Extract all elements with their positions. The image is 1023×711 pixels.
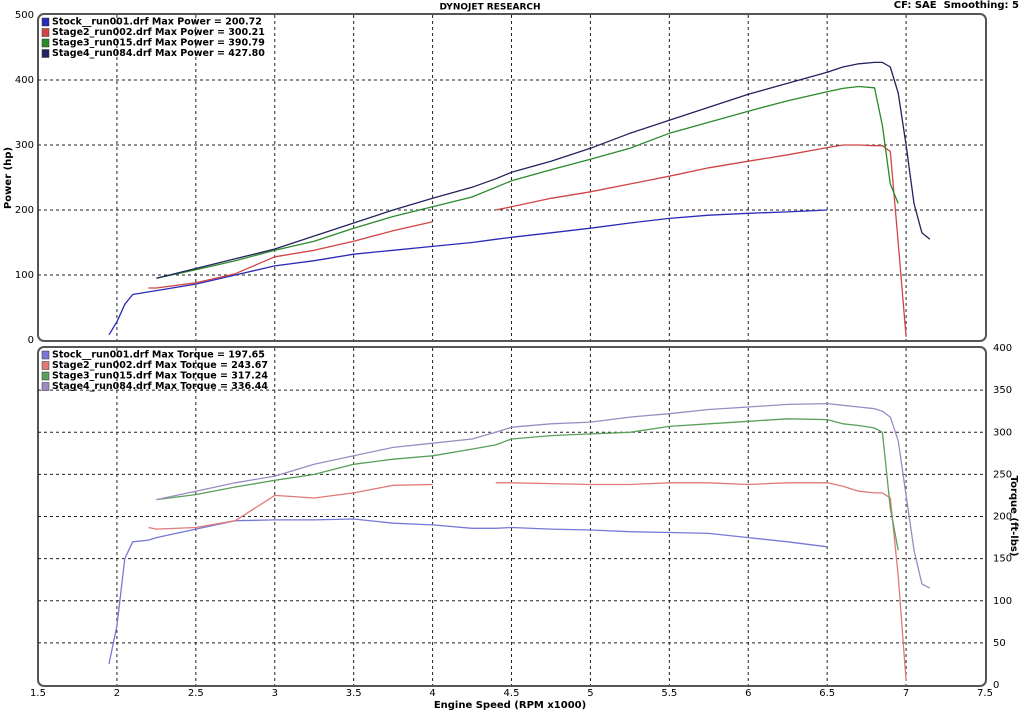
y-axis-label: Power (hp) <box>3 147 14 209</box>
legend-label: Stage4_run084.drf Max Torque = 336.44 <box>52 381 268 392</box>
x-tick-label: 4.5 <box>504 688 520 699</box>
y-tick-label: 400 <box>993 343 1012 354</box>
y-axis-label: Torque (ft-lbs) <box>1008 476 1019 557</box>
y-tick-label: 0 <box>993 680 999 691</box>
legend-swatch <box>41 28 50 37</box>
x-tick-label: 5 <box>587 688 593 699</box>
settings-note: CF: SAE Smoothing: 5 <box>894 0 1019 11</box>
y-tick-label: 100 <box>15 270 34 281</box>
y-tick-label: 350 <box>993 385 1012 396</box>
y-tick-label: 200 <box>993 512 1012 523</box>
legend-label: Stage4_run084.drf Max Power = 427.80 <box>52 48 265 59</box>
power-line <box>108 209 828 336</box>
x-tick-label: 7 <box>903 688 909 699</box>
legend-swatch <box>41 38 50 48</box>
y-tick-label: 500 <box>15 10 34 21</box>
x-tick-label: 5.5 <box>661 688 677 699</box>
y-tick-label: 50 <box>993 638 1006 649</box>
y-tick-label: 250 <box>993 469 1012 480</box>
power-line <box>148 482 907 681</box>
x-tick-label: 2 <box>114 688 120 699</box>
legend-label: Stage3_run015.drf Max Torque = 317.24 <box>52 371 268 382</box>
legend-swatch <box>41 350 50 360</box>
legend-label: Stock__run001.drf Max Power = 200.72 <box>52 17 262 28</box>
x-tick-label: 4 <box>429 688 435 699</box>
y-tick-label: 300 <box>15 140 34 151</box>
x-axis-label: Engine Speed (RPM x1000) <box>434 700 586 711</box>
power-line <box>156 418 899 551</box>
y-tick-label: 150 <box>993 554 1012 565</box>
legend-swatch <box>41 361 50 370</box>
x-tick-label: 2.5 <box>188 688 204 699</box>
y-tick-label: 400 <box>15 75 34 86</box>
power-line <box>156 402 931 589</box>
x-tick-label: 6.5 <box>819 688 835 699</box>
power-line <box>156 61 931 279</box>
chart-title: DYNOJET RESEARCH <box>439 3 540 13</box>
legend-swatch <box>41 17 50 27</box>
power-line <box>108 518 828 665</box>
legend-label: Stage3_run015.drf Max Power = 390.79 <box>52 38 265 49</box>
legend-swatch <box>41 49 50 58</box>
x-tick-label: 6 <box>745 688 751 699</box>
y-tick-label: 100 <box>993 596 1012 607</box>
legend-swatch <box>41 371 50 381</box>
y-tick-label: 200 <box>15 205 34 216</box>
x-tick-label: 1.5 <box>30 688 46 699</box>
y-tick-label: 0 <box>28 335 34 346</box>
legend-swatch <box>41 382 50 391</box>
x-tick-label: 3.5 <box>346 688 362 699</box>
y-tick-label: 300 <box>993 427 1012 438</box>
x-tick-label: 7.5 <box>977 688 993 699</box>
legend-label: Stage2_run002.drf Max Torque = 243.67 <box>52 360 268 371</box>
legend-label: Stock__run001.drf Max Torque = 197.65 <box>52 350 265 361</box>
power-line <box>156 85 899 279</box>
x-tick-label: 3 <box>272 688 278 699</box>
legend-label: Stage2_run002.drf Max Power = 300.21 <box>52 27 265 38</box>
